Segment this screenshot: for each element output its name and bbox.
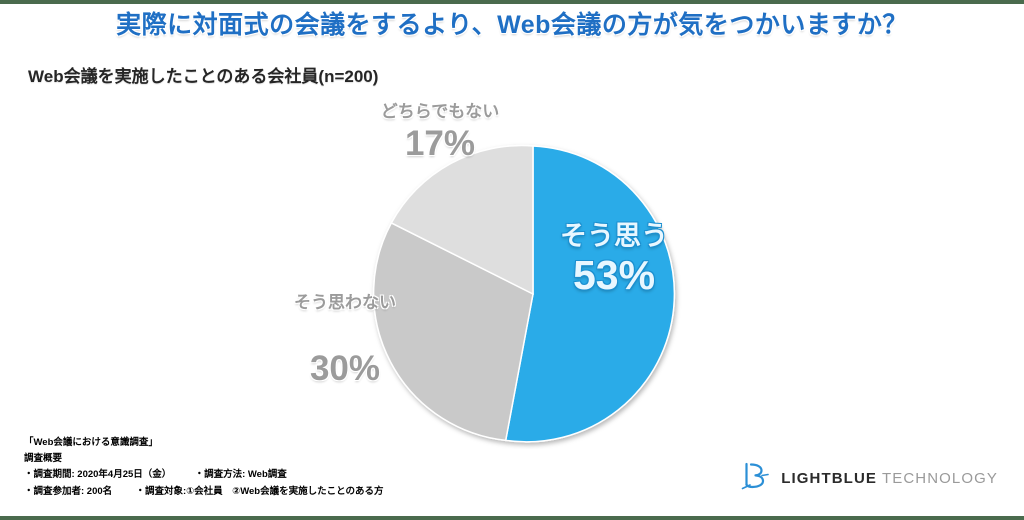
pie-slices (372, 144, 676, 443)
pie-slice-neutral (390, 144, 534, 296)
page-title: 実際に対面式の会議をするより、Web会議の方が気をつかいますか？ (116, 11, 908, 39)
footnote-period: ・調査期間: 2020年4月25日（金） (24, 469, 172, 481)
logo-word-technology: TECHNOLOGY (881, 470, 998, 487)
pie-chart-svg (372, 144, 676, 443)
company-logo: LIGHTBLUE TECHNOLOGY (730, 455, 1006, 502)
footnote-target: ・調査対象:①会社員 ②Web会議を実施したことのある方 (135, 485, 384, 497)
footnote-survey-title: 「Web会議における意識調査」 (24, 436, 158, 448)
footnote-block: 「Web会議における意識調査」 調査概要 ・調査期間: 2020年4月25日（金… (24, 435, 383, 500)
footnote-participants: ・調査参加者: 200名 (24, 485, 113, 497)
logo-word-lightblue: LIGHTBLUE (781, 470, 877, 487)
footnote-line-3: ・調査期間: 2020年4月25日（金） ・調査方法: Web調査 (24, 467, 383, 483)
footnote-method: ・調査方法: Web調査 (194, 469, 287, 481)
lightblue-b-mark-icon (738, 459, 772, 498)
footnote-line-4: ・調査参加者: 200名 ・調査対象:①会社員 ②Web会議を実施したことのある… (24, 484, 383, 500)
footnote-overview-label: 調査概要 (24, 453, 63, 465)
pie-slice-disagree (372, 221, 534, 442)
title-band: 実際に対面式の会議をするより、Web会議の方が気をつかいますか？ (0, 4, 1024, 42)
logo-wordmark: LIGHTBLUE TECHNOLOGY (781, 470, 998, 487)
pie-chart (300, 99, 770, 449)
chart-subtitle: Web会議を実施したことのある会社員(n=200) (28, 67, 379, 86)
pie-slice-agree (504, 145, 676, 443)
